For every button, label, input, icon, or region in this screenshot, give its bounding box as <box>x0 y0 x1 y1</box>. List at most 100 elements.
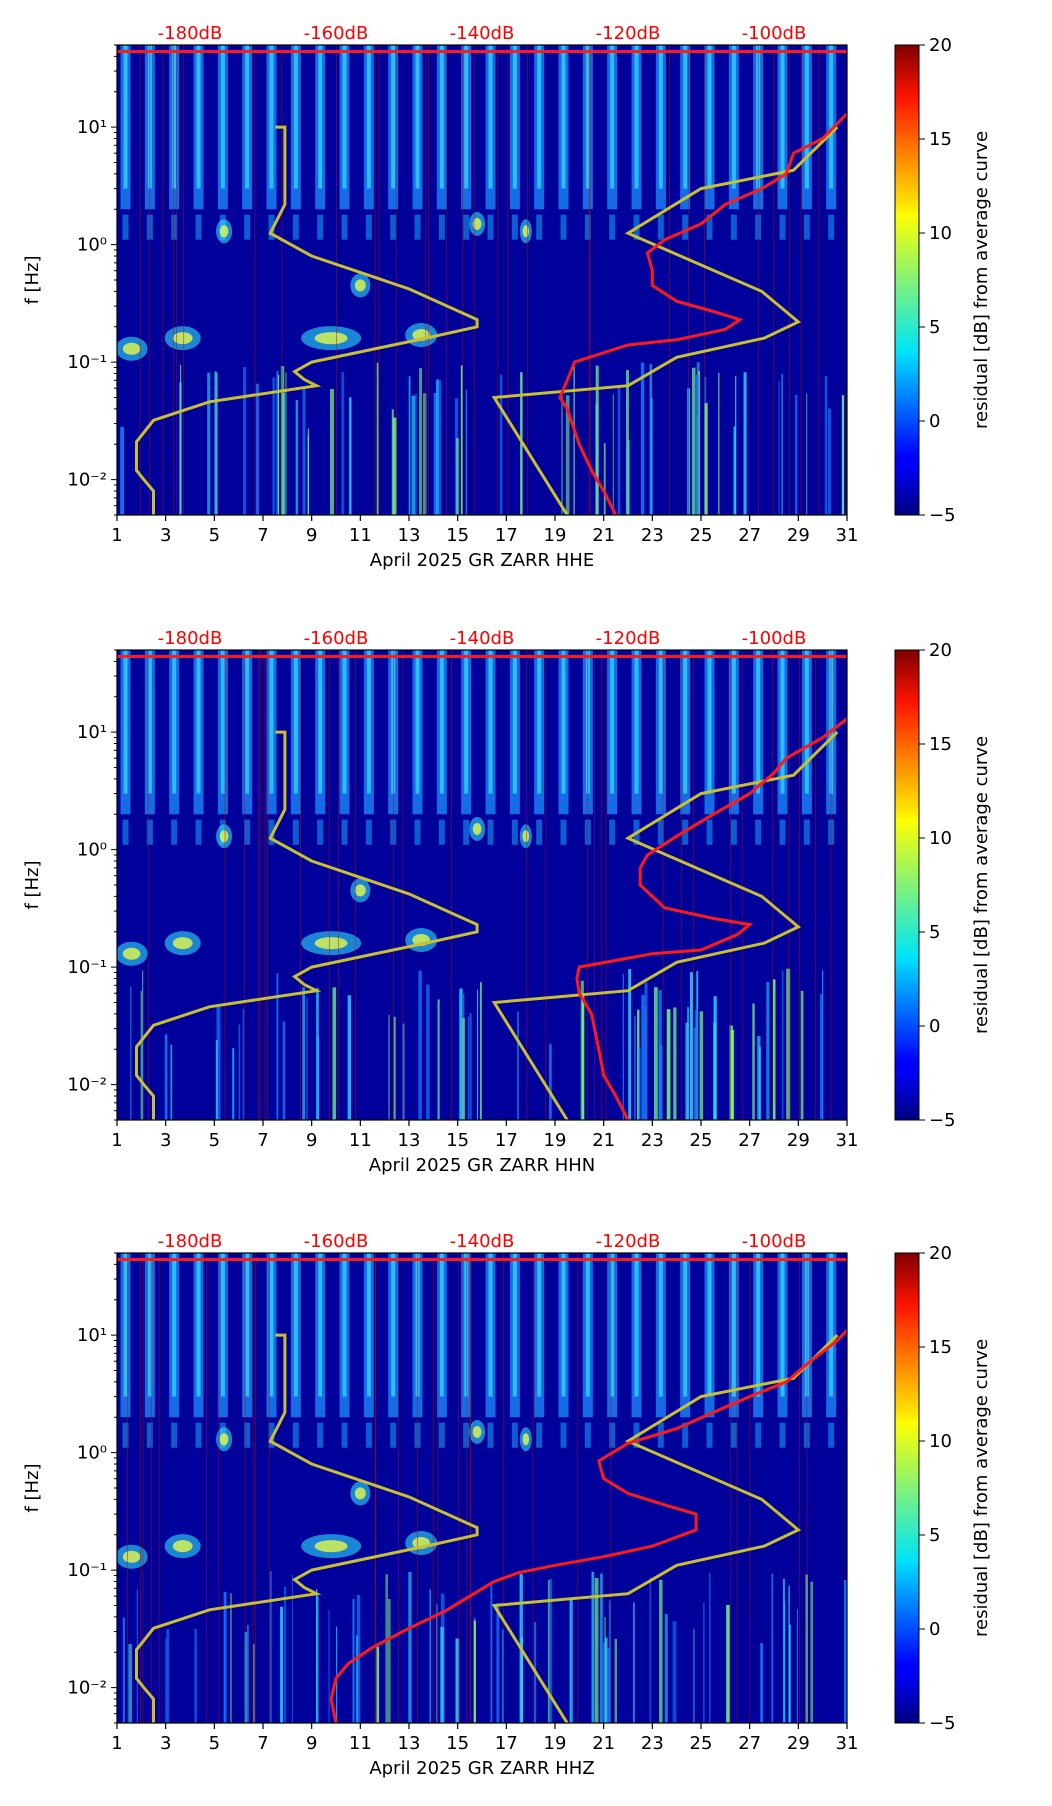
heatmap-daily-core <box>245 650 250 794</box>
heatmap-daily-core <box>464 45 469 189</box>
heatmap-daily-core <box>342 650 347 794</box>
heatmap-streak <box>622 973 625 1120</box>
heatmap-streak <box>459 988 463 1120</box>
heatmap-streak <box>653 987 658 1120</box>
x-tick-label: 21 <box>592 525 615 546</box>
heatmap-daily-core <box>220 650 225 794</box>
heatmap-daily-tail <box>755 214 762 240</box>
heatmap-daily-core <box>585 1253 590 1397</box>
heatmap-daily-tail <box>536 214 543 240</box>
heatmap-streak <box>473 1620 476 1723</box>
colorbar-tick-label: 20 <box>929 35 952 56</box>
heatmap-daily-core <box>731 1253 736 1397</box>
heatmap-streak <box>467 1016 469 1120</box>
y-tick-label: 10⁰ <box>77 235 107 256</box>
heatmap-daily-core <box>172 45 177 189</box>
x-tick-label: 17 <box>495 1130 518 1151</box>
y-tick-label: 10⁻¹ <box>67 352 107 373</box>
heatmap-streak <box>341 371 345 515</box>
heatmap-streak <box>841 395 845 515</box>
heatmap-daily-core <box>196 650 201 794</box>
x-tick-label: 29 <box>787 1733 810 1754</box>
heatmap-daily-core <box>488 1253 493 1397</box>
db-scale-label: -180dB <box>158 628 223 649</box>
heatmap-streak <box>393 1016 396 1120</box>
heatmap-daily-tail <box>244 214 251 240</box>
heatmap-blob-core <box>522 830 530 843</box>
heatmap-daily-tail <box>146 1422 153 1448</box>
heatmap-daily-core <box>561 650 566 794</box>
heatmap-daily-tail <box>171 214 178 240</box>
heatmap-streak <box>408 1571 412 1723</box>
heatmap-streak <box>658 990 662 1120</box>
heatmap-streak <box>672 1621 677 1723</box>
heatmap-daily-core <box>196 1253 201 1397</box>
heatmap-streak <box>704 403 708 515</box>
x-tick-label: 31 <box>836 525 859 546</box>
heatmap-streak <box>614 1638 618 1723</box>
colorbar-label: residual [dB] from average curve <box>971 131 992 429</box>
x-tick-label: 7 <box>257 1733 268 1754</box>
heatmap-streak <box>730 1029 735 1120</box>
heatmap-streak <box>223 1591 227 1723</box>
db-scale-label: -180dB <box>158 1231 223 1252</box>
heatmap-streak <box>328 1609 330 1723</box>
x-tick-label: 13 <box>398 1130 421 1151</box>
colorbar-tick-label: −5 <box>929 505 956 526</box>
x-tick-label: 11 <box>349 1733 372 1754</box>
heatmap-streak <box>569 1597 573 1723</box>
heatmap-daily-core <box>123 1253 128 1397</box>
heatmap-streak <box>477 989 479 1120</box>
heatmap-streak <box>649 364 653 515</box>
x-tick-label: 27 <box>738 525 761 546</box>
heatmap-streak <box>330 389 334 515</box>
heatmap-streak <box>216 372 218 515</box>
x-tick-label: 13 <box>398 1733 421 1754</box>
heatmap-daily-tail <box>657 214 664 240</box>
heatmap-daily-core <box>561 1253 566 1397</box>
heatmap-daily-tail <box>463 819 470 845</box>
heatmap-streak <box>766 982 770 1120</box>
x-tick-label: 19 <box>544 1130 567 1151</box>
heatmap-blob-core <box>314 1540 348 1553</box>
y-tick-label: 10⁻¹ <box>67 957 107 978</box>
heatmap-daily-tail <box>803 214 810 240</box>
heatmap-streak <box>128 1643 132 1723</box>
red-average-curve <box>575 717 847 1120</box>
heatmap-daily-core <box>439 1253 444 1397</box>
x-tick-label: 1 <box>111 1733 122 1754</box>
heatmap-streak <box>243 367 247 515</box>
x-tick-label: 21 <box>592 1130 615 1151</box>
y-tick-label: 10⁰ <box>77 1443 107 1464</box>
heatmap-daily-core <box>537 1253 542 1397</box>
heatmap-streak <box>638 1047 641 1120</box>
yellow-reference-curve-low <box>135 1333 479 1723</box>
x-tick-label: 23 <box>641 525 664 546</box>
heatmap-daily-tail <box>657 1422 664 1448</box>
db-scale-label: -140dB <box>450 1231 515 1252</box>
x-tick-label: 7 <box>257 1130 268 1151</box>
heatmap-streak <box>460 365 463 515</box>
colorbar-tick-label: 10 <box>929 828 952 849</box>
colorbar-tick-label: 15 <box>929 129 952 150</box>
heatmap-streak <box>214 371 217 515</box>
y-tick-label: 10⁰ <box>77 840 107 861</box>
x-tick-label: 5 <box>209 525 220 546</box>
heatmap-streak <box>673 1007 677 1120</box>
heatmap-daily-tail <box>487 1422 494 1448</box>
heatmap-blob-core <box>172 332 193 345</box>
heatmap-streak <box>140 990 142 1120</box>
heatmap-daily-core <box>123 650 128 794</box>
heatmap-streak <box>465 389 468 515</box>
heatmap-daily-tail <box>122 1422 129 1448</box>
colorbar-tick-label: 5 <box>929 1525 940 1546</box>
heatmap-streak <box>385 1574 388 1723</box>
x-tick-label: 19 <box>544 1733 567 1754</box>
heatmap-streak <box>316 988 319 1120</box>
x-tick-label: 3 <box>160 1733 171 1754</box>
colorbar-label: residual [dB] from average curve <box>971 736 992 1034</box>
heatmap-streak <box>626 370 629 515</box>
heatmap-streak <box>238 1024 241 1120</box>
heatmap-daily-core <box>342 1253 347 1397</box>
